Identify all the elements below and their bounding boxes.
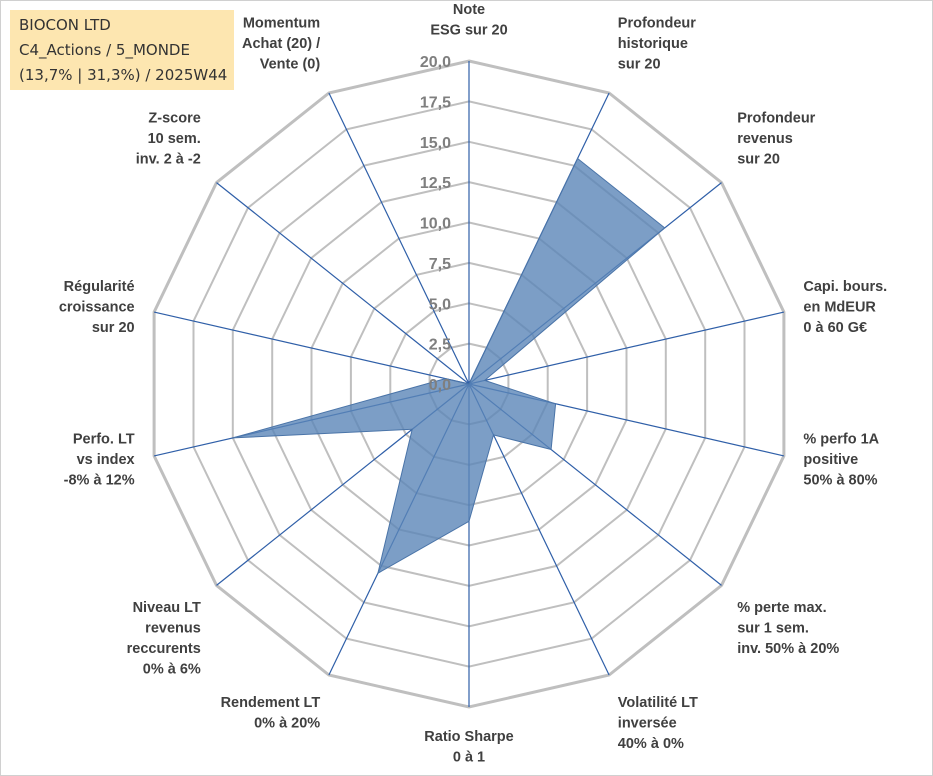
axis-label: % perte max. sur 1 sem. inv. 50% à 20% <box>737 600 839 657</box>
axis-label-line: positive <box>803 452 858 468</box>
label-layer: Note ESG sur 20 Profondeur historique sur 20… <box>59 2 887 766</box>
tick-label: 17,5 <box>420 94 451 111</box>
axis-label-line: 10 sem. <box>148 131 201 147</box>
axis-label: Capi. bours. en MdEUR 0 à 60 G€ <box>803 279 887 336</box>
axis-label-line: 0% à 20% <box>254 716 320 732</box>
axis-label-line: Vente (0) <box>260 57 321 73</box>
axis-label-line: Momentum <box>243 16 320 32</box>
tick-label: 7,5 <box>429 256 451 273</box>
axis-label-line: Note <box>453 2 485 18</box>
axis-label-line: % perte max. <box>737 600 826 616</box>
axis-label-line: 0% à 6% <box>143 661 201 677</box>
axis-spoke <box>153 311 470 385</box>
axis-label-line: sur 20 <box>92 320 135 336</box>
axis-label-line: reccurents <box>127 641 201 657</box>
info-category: C4_Actions / 5_MONDE <box>19 41 190 59</box>
axis-label: Régularité croissance sur 20 <box>59 279 135 336</box>
axis-label-line: Capi. bours. <box>803 279 887 295</box>
axis-label-line: historique <box>618 36 688 52</box>
tick-label: 15,0 <box>420 135 451 152</box>
series-layer <box>232 157 666 575</box>
axis-label-line: en MdEUR <box>803 299 876 315</box>
axis-label-line: -8% à 12% <box>64 473 135 489</box>
tick-label: 5,0 <box>429 296 451 313</box>
axis-label-line: Rendement LT <box>221 695 321 711</box>
axis-label-line: inv. 50% à 20% <box>737 641 839 657</box>
tick-label: 20,0 <box>420 54 451 71</box>
axis-label: Momentum Achat (20) / Vente (0) <box>242 16 320 73</box>
axis-label-line: Ratio Sharpe <box>424 729 513 745</box>
axis-label-line: 50% à 80% <box>803 473 877 489</box>
axis-label-line: Régularité <box>64 279 135 295</box>
axis-label-line: Perfo. LT <box>73 432 135 448</box>
axis-label: Note ESG sur 20 <box>430 2 507 39</box>
axis-label-line: Profondeur <box>618 16 696 32</box>
tick-label: 10,0 <box>420 216 451 233</box>
axis-label-line: ESG sur 20 <box>430 23 507 39</box>
axis-label-line: revenus <box>737 131 793 147</box>
axis-label-line: 40% à 0% <box>618 736 684 752</box>
axis-label-line: Z-score <box>148 111 200 127</box>
axis-label-line: sur 20 <box>618 57 661 73</box>
axis-label: Profondeur revenus sur 20 <box>737 111 815 168</box>
axis-label: Perfo. LT vs index -8% à 12% <box>64 432 135 489</box>
axis-label-line: vs index <box>77 452 135 468</box>
axis-label: Rendement LT 0% à 20% <box>221 695 321 732</box>
axis-label: Profondeur historique sur 20 <box>618 16 696 73</box>
tick-layer: 0,0 2,5 5,0 7,5 10,0 12,5 15,0 17,5 20,0 <box>420 54 451 394</box>
axis-spoke <box>468 311 785 385</box>
axis-label-line: Niveau LT <box>133 600 201 616</box>
tick-label: 12,5 <box>420 175 451 192</box>
axis-label-line: 0 à 60 G€ <box>803 320 867 336</box>
axis-label-line: inv. 2 à -2 <box>136 152 201 168</box>
axis-label-line: Profondeur <box>737 111 815 127</box>
axis-label-line: sur 20 <box>737 152 780 168</box>
axis-label-line: % perfo 1A <box>803 432 879 448</box>
tick-label: 0,0 <box>429 377 451 394</box>
info-company: BIOCON LTD <box>19 16 111 34</box>
axis-label: Z-score 10 sem. inv. 2 à -2 <box>136 111 201 168</box>
axis-label: % perfo 1A positive 50% à 80% <box>803 432 879 489</box>
axis-label: Volatilité LT inversée 40% à 0% <box>618 695 698 752</box>
axis-label-line: inversée <box>618 716 677 732</box>
axis-spoke <box>328 92 470 385</box>
info-stats: (13,7% | 31,3%) / 2025W44 <box>19 66 228 84</box>
axis-spoke <box>216 182 470 385</box>
axis-label-line: Achat (20) / <box>242 36 320 52</box>
axis-label-line: Volatilité LT <box>618 695 698 711</box>
axis-label-line: revenus <box>145 620 201 636</box>
axis-label: Ratio Sharpe 0 à 1 <box>424 729 513 766</box>
axis-label: Niveau LT revenus reccurents 0% à 6% <box>127 600 201 678</box>
axis-label-line: croissance <box>59 299 135 315</box>
axis-label-line: 0 à 1 <box>453 750 485 766</box>
tick-label: 2,5 <box>429 337 451 354</box>
axis-label-line: sur 1 sem. <box>737 620 809 636</box>
info-box: BIOCON LTD C4_Actions / 5_MONDE (13,7% |… <box>10 10 234 90</box>
